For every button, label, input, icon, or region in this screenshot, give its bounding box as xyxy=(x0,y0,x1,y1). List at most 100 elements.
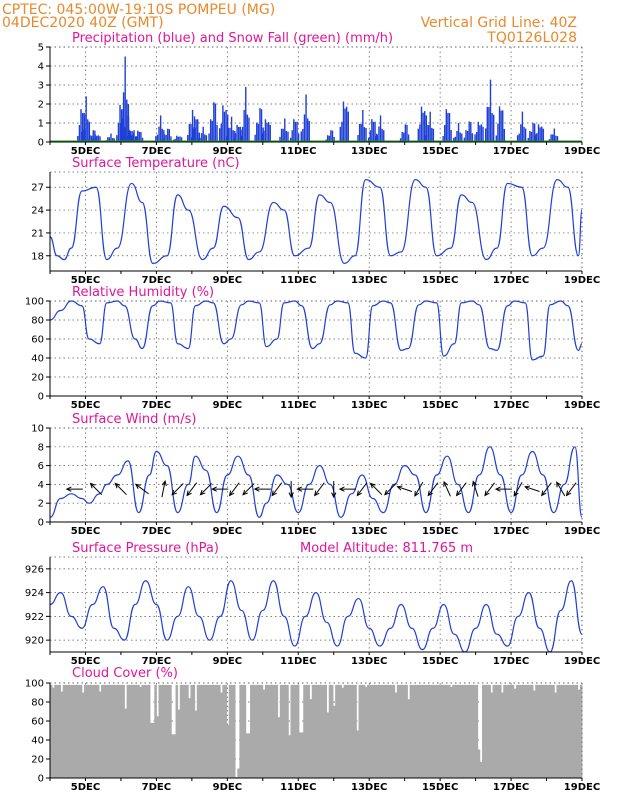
cloud-bar xyxy=(190,684,193,778)
cloud-bar xyxy=(171,734,174,778)
x-tick-label: 19DEC xyxy=(564,526,600,537)
wind-arrow-head xyxy=(443,480,449,487)
x-tick-label: 5DEC xyxy=(71,656,100,667)
precip-bar xyxy=(524,128,527,142)
cloud-bar xyxy=(503,684,506,778)
precip-bar xyxy=(372,121,375,142)
precip-bar xyxy=(280,128,283,142)
cloud-bar xyxy=(524,684,528,778)
precip-bar xyxy=(161,128,163,142)
precip-bar xyxy=(124,56,126,142)
precip-bar xyxy=(229,127,231,142)
precip-bar xyxy=(427,125,430,142)
y-tick-label: 10 xyxy=(31,424,44,435)
x-tick-label: 19DEC xyxy=(564,146,600,157)
cloud-bar xyxy=(416,684,419,778)
precip-bar xyxy=(232,130,234,142)
precip-bar xyxy=(497,123,499,142)
precip-bar xyxy=(403,132,405,142)
precip-bar xyxy=(82,129,84,142)
y-tick-label: 2 xyxy=(38,100,44,111)
precip-bar xyxy=(78,125,81,142)
cloud-bar xyxy=(84,684,87,778)
x-tick-label: 11DEC xyxy=(280,656,316,667)
precip-bar xyxy=(454,136,457,142)
cloud-bar xyxy=(322,684,325,778)
precip-bar xyxy=(539,127,541,142)
precip-bar xyxy=(488,107,490,142)
temperature-panel: Surface Temperature (nC) 18 21 24 27 5DEC 7DE… xyxy=(31,156,600,286)
cloud-bar xyxy=(443,684,447,778)
series-line xyxy=(49,300,583,361)
cloud-bar xyxy=(135,684,138,778)
precip-bar xyxy=(174,138,176,142)
cloud-bar xyxy=(224,684,228,778)
x-tick-label: 17DEC xyxy=(493,275,529,286)
cloud-bar xyxy=(318,684,321,778)
cloud-bar xyxy=(547,684,551,778)
wind-arrow-head xyxy=(271,490,277,497)
wind-arrow xyxy=(384,483,397,496)
wind-arrow xyxy=(513,482,523,497)
precip-bar xyxy=(357,135,359,142)
precip-bar xyxy=(81,113,84,142)
precip-bar xyxy=(503,128,506,142)
header-grid-note: Vertical Grid Line: 40Z xyxy=(421,15,577,31)
cloud-bar xyxy=(86,684,89,778)
y-tick-label: 0 xyxy=(38,392,44,403)
cloud-bar xyxy=(392,684,396,778)
cloud-bar xyxy=(92,684,96,778)
cloud-bar xyxy=(298,732,302,778)
cloud-bar xyxy=(411,684,415,778)
precip-bar xyxy=(456,130,458,142)
wind-arrow xyxy=(443,481,451,497)
model-altitude-annotation: Model Altitude: 811.765 m xyxy=(300,541,473,556)
cloud-bar xyxy=(337,684,340,778)
x-tick-label: 5DEC xyxy=(71,146,100,157)
x-tick-label: 11DEC xyxy=(280,146,316,157)
precip-bar xyxy=(113,138,115,142)
precip-bar xyxy=(442,135,444,142)
cloud-bar xyxy=(177,709,181,778)
precip-bar xyxy=(128,129,130,142)
cloud-bar xyxy=(269,684,272,778)
precip-bar xyxy=(248,117,250,142)
cloud-bar xyxy=(107,684,110,778)
cloud-bar xyxy=(152,722,155,778)
cloud-bar xyxy=(345,684,349,778)
y-tick-label: 0 xyxy=(38,518,44,529)
cloud-bar xyxy=(437,684,440,778)
cloud-bar xyxy=(371,684,374,778)
cloud-bar xyxy=(73,684,76,778)
x-tick-label: 13DEC xyxy=(351,526,387,537)
precip-bar xyxy=(131,135,134,142)
wind-arrow-head xyxy=(253,486,260,492)
precip-bar xyxy=(459,132,461,142)
cloud-bar xyxy=(173,734,176,778)
cloud-bar xyxy=(192,684,196,778)
precip-bar xyxy=(360,124,362,142)
cloud-bar xyxy=(409,684,413,778)
precip-bar xyxy=(125,137,127,142)
cloud-bar xyxy=(488,684,491,778)
y-tick-label: 60 xyxy=(31,335,44,346)
cloud-bar xyxy=(520,684,523,778)
precip-bar xyxy=(383,130,385,142)
precip-bar xyxy=(158,126,160,142)
precip-bar xyxy=(168,129,171,142)
precip-bar xyxy=(363,127,366,142)
precip-bar xyxy=(365,128,367,142)
precip-bar xyxy=(198,132,201,142)
cloud-bar xyxy=(341,687,345,778)
x-tick-label: 11DEC xyxy=(280,526,316,537)
cloud-bar xyxy=(492,684,496,778)
precip-bar xyxy=(376,134,379,142)
x-tick-label: 13DEC xyxy=(351,400,387,411)
cloud-bar xyxy=(275,684,279,778)
cloud-bar xyxy=(60,691,64,778)
precip-bar xyxy=(266,123,268,142)
precip-bar xyxy=(466,131,469,142)
precip-bar xyxy=(445,109,448,142)
series-line xyxy=(49,446,583,518)
precip-bar xyxy=(347,111,349,142)
